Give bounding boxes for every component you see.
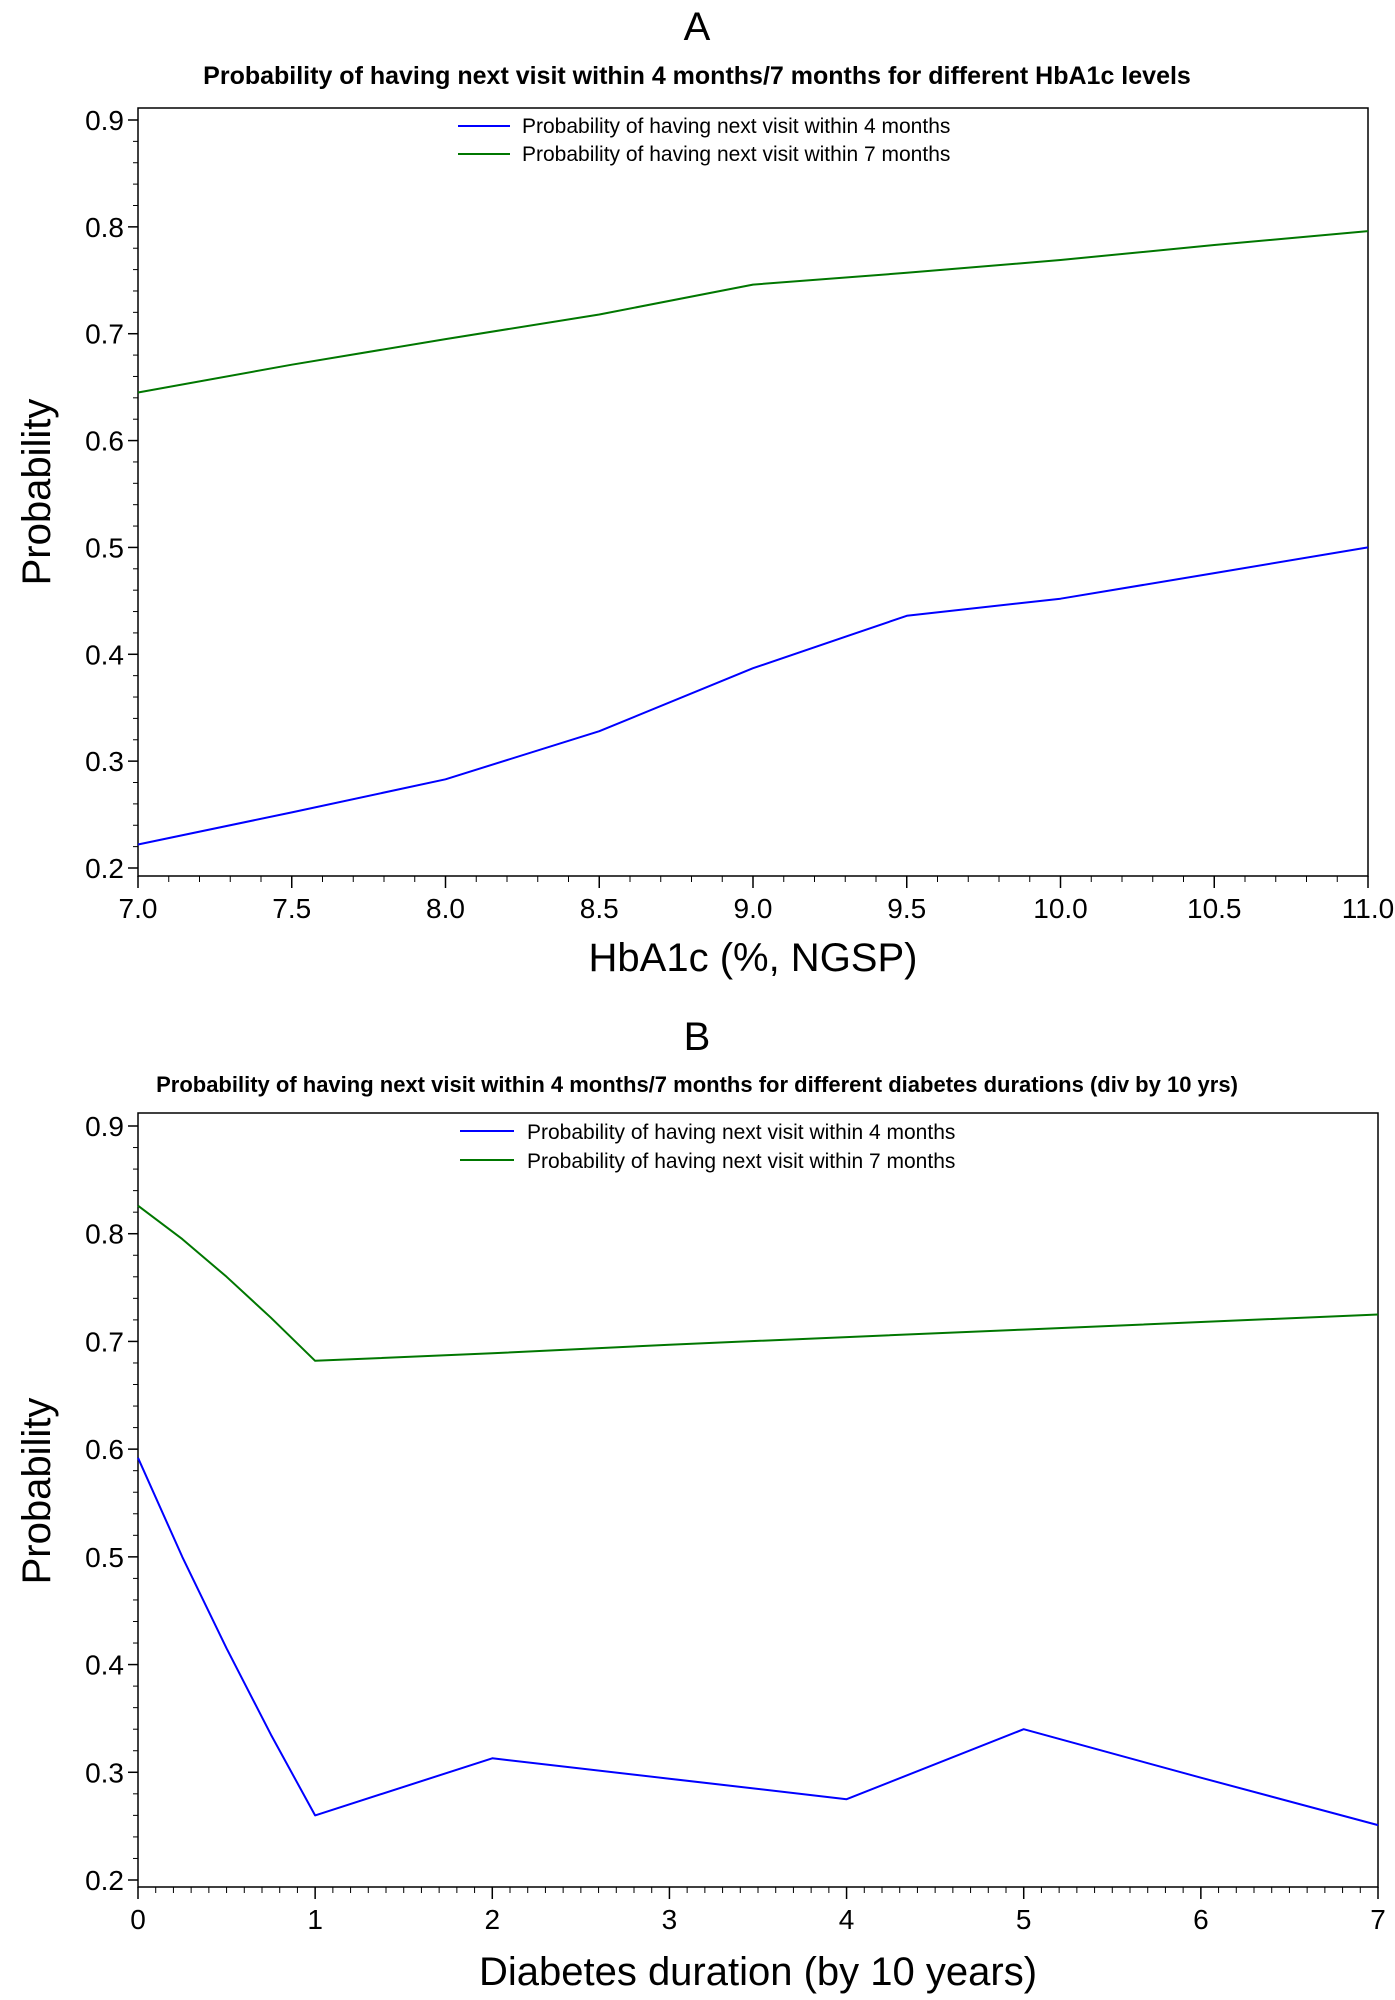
y-ticks-b: 0.2 0.3 0.4 0.5 0.6 0.7 0.8 0.9 (85, 1111, 138, 1896)
x-tick-label-b-4: 4 (839, 1904, 855, 1935)
y-tick-label-b-1: 0.3 (85, 1757, 124, 1788)
x-ticks-a: 7.0 7.5 8.0 8.5 9.0 9.5 10.0 10.5 11.0 (119, 876, 1394, 924)
legend-b: Probability of having next visit within … (460, 1121, 955, 1173)
x-tick-label-b-7: 7 (1370, 1904, 1386, 1935)
legend-a: Probability of having next visit within … (458, 115, 950, 166)
y-tick-label-a-6: 0.8 (85, 212, 124, 243)
series-line-b-0 (137, 1457, 1379, 1827)
x-tick-label-b-3: 3 (662, 1904, 678, 1935)
y-tick-label-b-6: 0.8 (85, 1219, 124, 1250)
x-tick-label-a-5: 9.5 (887, 893, 926, 924)
y-tick-label-a-0: 0.2 (85, 853, 124, 884)
x-tick-label-a-7: 10.5 (1187, 893, 1242, 924)
legend-label-b-0: Probability of having next visit within … (527, 1121, 955, 1144)
x-tick-label-a-6: 10.0 (1033, 893, 1088, 924)
y-axis-title-b: Probability (15, 1398, 59, 1585)
y-tick-label-a-5: 0.7 (85, 319, 124, 350)
plot-frame-b (137, 1112, 1379, 1888)
x-tick-label-b-2: 2 (484, 1904, 500, 1935)
y-tick-label-b-7: 0.9 (85, 1111, 124, 1142)
panel-label-a: A (684, 5, 711, 49)
x-tick-label-b-0: 0 (130, 1904, 146, 1935)
y-tick-label-b-4: 0.6 (85, 1434, 124, 1465)
chart-panel-a: A Probability of having next visit withi… (15, 5, 1394, 980)
x-tick-label-b-5: 5 (1016, 1904, 1032, 1935)
chart-panel-b: B Probability of having next visit withi… (15, 1015, 1386, 1994)
y-tick-label-b-2: 0.4 (85, 1650, 124, 1681)
x-tick-label-a-0: 7.0 (119, 893, 158, 924)
legend-label-b-1: Probability of having next visit within … (527, 1150, 955, 1173)
x-tick-label-a-8: 11.0 (1342, 893, 1394, 924)
series-group-b (137, 1204, 1379, 1827)
plot-frame-a (137, 107, 1369, 877)
x-tick-label-b-1: 1 (307, 1904, 323, 1935)
chart-title-b: Probability of having next visit within … (156, 1072, 1238, 1097)
series-line-b-1 (137, 1204, 1379, 1362)
y-tick-label-a-4: 0.6 (85, 426, 124, 457)
x-ticks-b: 0 1 2 3 4 5 6 7 (130, 1887, 1386, 1935)
x-axis-title-a: HbA1c (%, NGSP) (589, 936, 918, 980)
x-tick-label-b-6: 6 (1193, 1904, 1209, 1935)
x-axis-title-b: Diabetes duration (by 10 years) (479, 1950, 1037, 1994)
panel-label-b: B (684, 1015, 711, 1059)
y-tick-label-a-1: 0.3 (85, 746, 124, 777)
x-tick-label-a-4: 9.0 (734, 893, 773, 924)
y-axis-title-a: Probability (15, 399, 59, 586)
x-tick-label-a-1: 7.5 (272, 893, 311, 924)
series-line-a-1 (137, 230, 1369, 394)
y-tick-label-b-5: 0.7 (85, 1326, 124, 1357)
series-group-a (137, 230, 1369, 846)
legend-label-a-1: Probability of having next visit within … (522, 143, 950, 166)
y-ticks-a: 0.2 0.3 0.4 0.5 0.6 0.7 0.8 0.9 (85, 105, 138, 884)
y-tick-label-a-3: 0.5 (85, 532, 124, 563)
legend-label-a-0: Probability of having next visit within … (522, 115, 950, 138)
x-tick-label-a-2: 8.0 (426, 893, 465, 924)
chart-title-a: Probability of having next visit within … (203, 62, 1191, 90)
y-tick-label-b-3: 0.5 (85, 1542, 124, 1573)
y-tick-label-a-2: 0.4 (85, 639, 124, 670)
y-tick-label-a-7: 0.9 (85, 105, 124, 136)
series-line-a-0 (137, 546, 1369, 846)
y-tick-label-b-0: 0.2 (85, 1865, 124, 1896)
x-tick-label-a-3: 8.5 (580, 893, 619, 924)
